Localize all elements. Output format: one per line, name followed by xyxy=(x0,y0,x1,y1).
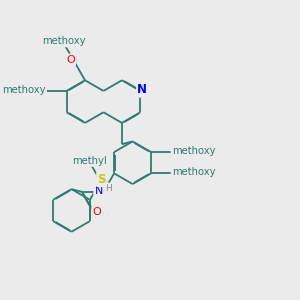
Text: methoxy: methoxy xyxy=(172,167,215,177)
Text: O: O xyxy=(37,85,46,95)
Text: S: S xyxy=(97,173,106,186)
Text: methoxy: methoxy xyxy=(172,146,215,156)
Text: O: O xyxy=(172,167,181,177)
Text: methoxy: methoxy xyxy=(2,85,46,95)
Text: O: O xyxy=(92,207,101,218)
Text: O: O xyxy=(172,146,181,156)
Text: N: N xyxy=(94,186,103,196)
Text: O: O xyxy=(66,55,75,65)
Text: H: H xyxy=(105,184,112,193)
Text: methyl: methyl xyxy=(73,156,107,166)
Text: methoxy: methoxy xyxy=(42,36,86,46)
Text: N: N xyxy=(137,83,147,97)
